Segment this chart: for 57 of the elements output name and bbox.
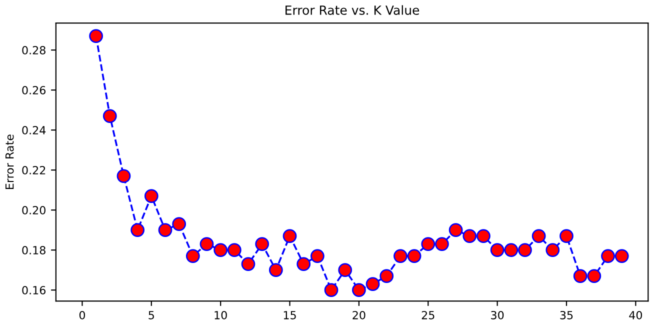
- point: [214, 243, 228, 257]
- point: [102, 109, 117, 123]
- x-tick-label: 20: [352, 310, 366, 320]
- point: [462, 229, 477, 243]
- point: [587, 269, 602, 283]
- y-tick-label: 0.24: [22, 126, 46, 134]
- point: [324, 283, 338, 297]
- point: [407, 249, 422, 263]
- point: [421, 237, 436, 251]
- point: [158, 223, 172, 237]
- x-tick-label: 15: [284, 311, 296, 320]
- y-tick-label: 0.26: [22, 86, 46, 94]
- point: [476, 229, 490, 243]
- point: [380, 269, 394, 283]
- x-tick-label: 10: [214, 310, 227, 320]
- point: [490, 243, 504, 257]
- x-tick-label: 0: [79, 310, 86, 320]
- point: [268, 263, 283, 277]
- y-tick-label: 0.22: [22, 166, 46, 174]
- point: [601, 249, 615, 263]
- point: [614, 249, 629, 263]
- point: [366, 277, 380, 291]
- point: [352, 283, 366, 297]
- point: [518, 243, 532, 257]
- x-tick-label: 5: [148, 311, 154, 320]
- x-tick-label: 30: [491, 310, 504, 320]
- point: [310, 249, 324, 263]
- point: [172, 217, 186, 231]
- point: [227, 243, 242, 257]
- y-tick-label: 0.28: [22, 46, 46, 54]
- point: [89, 29, 103, 43]
- point: [255, 237, 270, 251]
- point: [116, 169, 131, 183]
- point: [435, 237, 449, 251]
- x-tick-label: 35: [560, 310, 573, 320]
- point: [200, 237, 214, 251]
- x-tick-label: 25: [422, 310, 434, 320]
- y-tick-label: 0.16: [22, 286, 46, 294]
- x-tick-label: 40: [629, 310, 642, 320]
- point: [296, 257, 311, 271]
- point: [546, 243, 560, 257]
- point: [448, 223, 463, 237]
- y-axis-title: Error Rate: [6, 134, 14, 189]
- point: [186, 249, 200, 263]
- point: [394, 249, 408, 263]
- point: [144, 189, 158, 203]
- chart-title: Error Rate vs. K Value: [286, 5, 420, 15]
- point: [282, 229, 297, 243]
- point: [241, 257, 256, 271]
- y-tick-label: 0.20: [22, 206, 46, 214]
- y-tick-label: 0.18: [22, 246, 46, 254]
- point: [504, 243, 518, 257]
- point: [338, 263, 352, 277]
- point: [560, 229, 574, 243]
- point: [130, 223, 145, 237]
- point: [532, 229, 546, 243]
- point: [573, 269, 588, 283]
